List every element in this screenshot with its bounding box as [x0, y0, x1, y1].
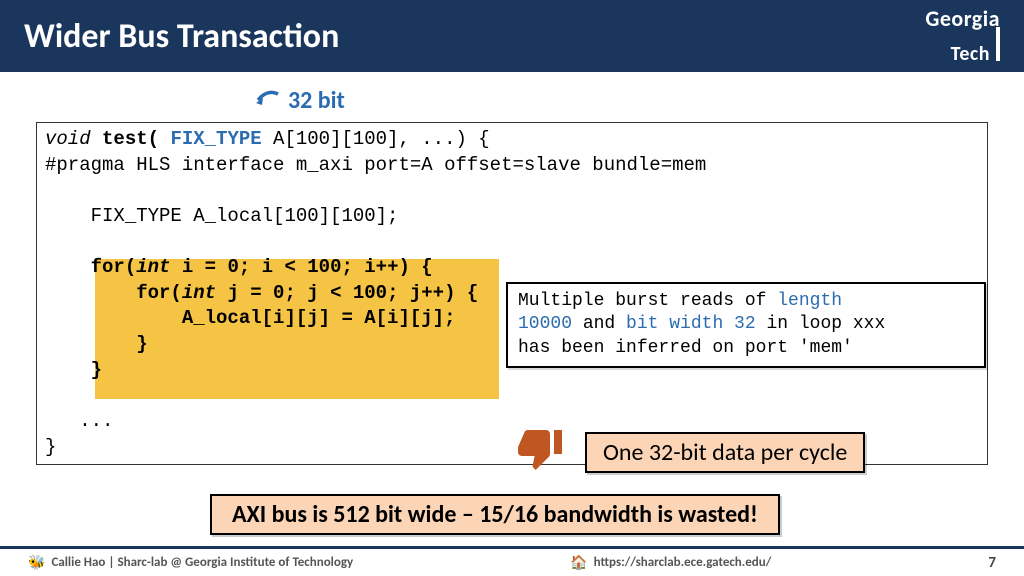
code-box: void test( FIX_TYPE A[100][100], ...) { … [36, 122, 988, 465]
code-line [45, 383, 979, 409]
code-line: ... [45, 409, 979, 435]
callout-axi-wasted: AXI bus is 512 bit wide – 15/16 bandwidt… [210, 494, 780, 535]
curved-arrow-icon [252, 90, 282, 112]
buzz-icon: 🐝 [28, 554, 45, 571]
footer-author: 🐝 Callie Hao | Sharc-lab @ Georgia Insti… [28, 554, 353, 571]
code-line: } [45, 358, 979, 384]
logo-line1: Georgia [925, 9, 1000, 29]
annotation-label: 32 bit [288, 86, 345, 115]
slide-content: 32 bit void test( FIX_TYPE A[100][100], … [0, 72, 1024, 465]
code-line: FIX_TYPE A_local[100][100]; [45, 204, 979, 230]
code-line [45, 230, 979, 256]
code-line: for(int i = 0; i < 100; i++) { [45, 255, 979, 281]
code-line: } [45, 435, 979, 461]
code-line: A_local[i][j] = A[i][j]; [45, 306, 979, 332]
code-line: } [45, 332, 979, 358]
code-line: void test( FIX_TYPE A[100][100], ...) { [45, 127, 979, 153]
code-line: #pragma HLS interface m_axi port=A offse… [45, 153, 979, 179]
slide-header: Wider Bus Transaction Georgia Tech [0, 0, 1024, 72]
slide-footer: 🐝 Callie Hao | Sharc-lab @ Georgia Insti… [0, 546, 1024, 576]
gatech-logo: Georgia Tech [925, 9, 1000, 63]
code-line: for(int j = 0; j < 100; j++) { [45, 281, 979, 307]
footer-url: 🏠 https://sharclab.ece.gatech.edu/ [570, 554, 771, 571]
home-icon: 🏠 [570, 554, 587, 571]
logo-line2: Tech [925, 29, 1000, 63]
logo-tower-icon [996, 27, 1000, 61]
annotation-32bit: 32 bit [252, 86, 345, 115]
slide-title: Wider Bus Transaction [24, 16, 339, 57]
code-line [45, 178, 979, 204]
page-number: 7 [988, 554, 996, 572]
